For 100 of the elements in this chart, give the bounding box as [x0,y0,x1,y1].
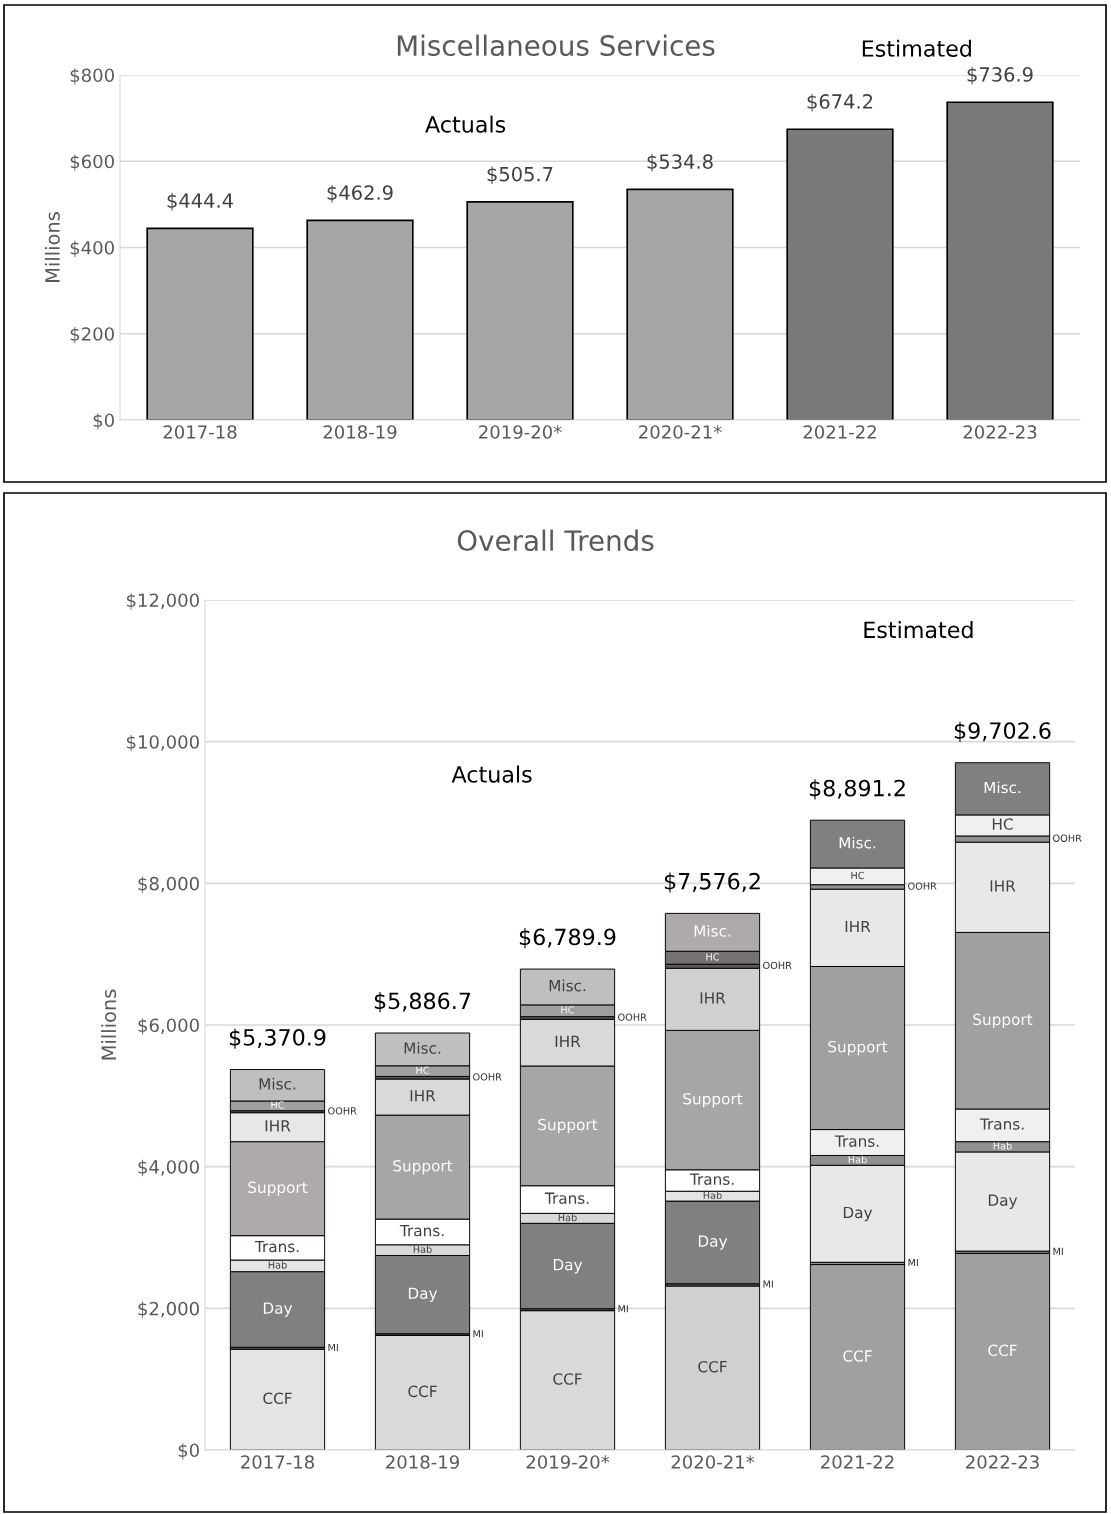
x-tick-label: 2018-19 [386,1455,459,1469]
text: MI [618,1305,628,1313]
y-tick-label: $2,000 [138,1301,199,1318]
series-label: CCF [553,1373,582,1385]
x-tick-label: 2020-21* [639,425,722,439]
x-tick-label: 2022-23 [963,425,1037,439]
chart-title: Overall Trends [457,529,654,552]
text: Day [698,1235,728,1250]
series-label: HC [271,1101,285,1109]
total-label: $8,891.2 [809,779,905,800]
text: Day [408,1287,438,1303]
x-tick-label: 2019-20* [526,1455,610,1469]
total-label: $6,789.9 [519,928,616,949]
y-tick-label: $400 [70,240,114,258]
series-label: OOHR [1053,834,1082,842]
text: Hab [268,1261,287,1269]
text: HC [416,1066,430,1074]
annotation: Estimated [864,620,973,639]
text: Misc. [549,979,586,992]
data-label: $736.9 [967,66,1033,85]
annotation: Actuals [425,115,506,133]
text: MI [763,1280,773,1288]
text: Misc. [984,781,1021,794]
text: CCF [988,1344,1017,1357]
total-label: $5,886.7 [374,992,471,1013]
x-tick-label: 2022-23 [966,1455,1039,1469]
x-tick-label: 2018-19 [323,425,397,439]
data-label: $505.7 [487,166,553,185]
x-tick-label: 2017-18 [241,1455,314,1469]
text: IHR [845,920,871,933]
y-axis-title: Millions [101,989,117,1060]
x-tick-label: 2021-22 [803,425,876,439]
annotation: Actuals [451,765,532,783]
text: Day [553,1259,583,1274]
text: IHR [410,1090,436,1102]
text: Trans. [544,1192,589,1204]
text: Misc. [839,836,876,849]
y-tick-label: $12,000 [126,593,199,610]
text: IHR [990,880,1016,892]
text: Estimated [862,39,971,57]
x-tick-label: 2020-21* [671,1455,755,1469]
text: Support [248,1181,308,1197]
text: HC [706,953,720,961]
y-tick-label: $800 [70,68,114,85]
series-label: Misc. [259,1077,296,1090]
text: CCF [698,1360,727,1373]
text: Support [683,1092,743,1108]
text: OOHR [328,1107,357,1115]
text: MI [328,1343,338,1351]
text: MI [473,1330,483,1338]
series-label: Day [263,1302,293,1317]
y-tick-label: $0 [93,413,114,430]
y-tick-label: $6,000 [138,1018,199,1035]
text: CCF [263,1392,292,1405]
text: IHR [555,1035,581,1047]
data-label: $444.4 [167,192,233,211]
y-tick-label: $600 [70,154,114,171]
text: Hab [413,1245,432,1253]
text: Misc. [404,1042,441,1054]
series-label: IHR [265,1120,291,1132]
y-tick-label: $0 [178,1443,199,1460]
text: Day [988,1194,1018,1209]
text: CCF [843,1350,872,1362]
x-tick-label: 2017-18 [163,425,237,439]
y-tick-label: $10,000 [126,734,199,752]
y-tick-label: $4,000 [138,1159,199,1177]
text: HC [561,1006,575,1014]
text: CCF [408,1385,437,1398]
y-tick-label: $8,000 [138,876,199,893]
text: IHR [700,992,726,1004]
text: Trans. [979,1118,1024,1130]
text: Support [973,1013,1033,1029]
text: OOHR [473,1073,502,1081]
total-label: $7,576,2 [664,872,760,893]
text: MI [908,1259,918,1267]
total-label: $9,702.6 [954,721,1051,742]
text: Hab [993,1142,1012,1150]
text: Hab [558,1213,577,1222]
text: OOHR [618,1013,647,1021]
chart-title: Miscellaneous Services [397,34,715,57]
total-label: $5,370.9 [229,1028,326,1049]
data-label: $534.8 [647,153,713,172]
text: OOHR [908,882,937,890]
y-axis-title: Millions [44,212,60,282]
text: OOHR [763,961,792,970]
x-tick-label: 2019-20* [479,425,562,439]
text: Trans. [254,1240,299,1253]
y-tick-label: $200 [70,326,114,344]
text: HC [851,871,865,880]
text: Hab [848,1155,867,1164]
x-tick-label: 2021-22 [821,1455,894,1469]
data-label: $674.2 [807,93,873,112]
text: Misc. [694,924,731,937]
series-label: Hab [703,1191,722,1199]
series-label: Support [538,1118,598,1134]
text: Day [843,1206,873,1222]
text: Support [828,1040,888,1056]
text: Support [393,1159,453,1175]
text: Trans. [399,1225,444,1237]
text: HC [992,818,1013,830]
